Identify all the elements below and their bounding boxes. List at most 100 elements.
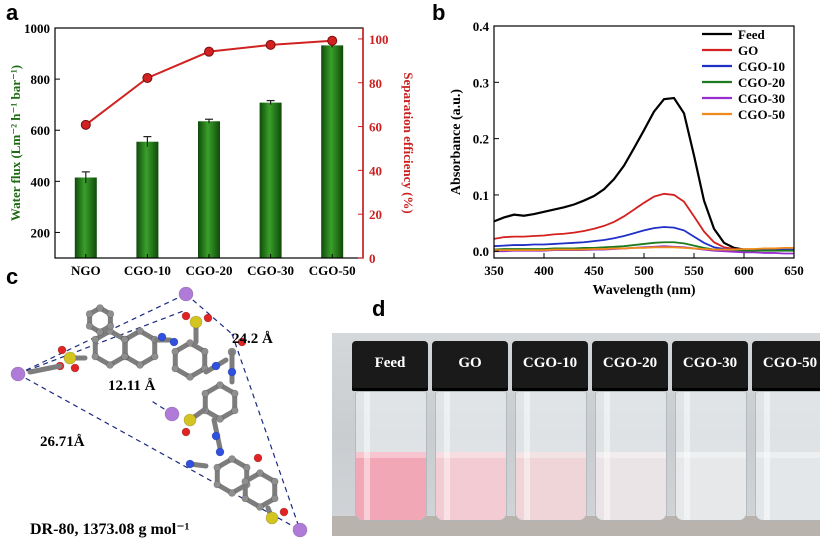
liquid-meniscus xyxy=(356,452,426,458)
distance-line xyxy=(231,333,301,531)
nitrogen-atom xyxy=(211,431,221,441)
carbon-atom xyxy=(216,381,224,389)
carbon-atom xyxy=(106,322,115,330)
carbon-atom xyxy=(201,389,210,398)
carbon-atom xyxy=(85,310,94,318)
sodium-atom xyxy=(164,406,180,422)
oxygen-atom xyxy=(279,507,289,517)
carbon-atom xyxy=(230,389,239,398)
carbon-atom xyxy=(241,477,250,486)
carbon-atom xyxy=(200,347,209,356)
distance-line xyxy=(185,293,233,335)
y2-tick-label: 20 xyxy=(369,207,382,222)
distance-label-26-71: 26.71Å xyxy=(40,434,85,450)
vial-cgo-10: CGO-10 xyxy=(512,341,588,526)
carbon-atom xyxy=(106,310,115,318)
flux-bar xyxy=(136,141,159,258)
carbon-atom xyxy=(120,335,129,344)
nitrogen-atom xyxy=(157,332,167,342)
oxygen-atom xyxy=(70,363,80,373)
absorbance-chart: 0.0 0.1 0.2 0.3 0.4 350 400 450 500 550 600 650 Wave… xyxy=(449,19,804,298)
nitrogen-atom xyxy=(169,337,179,347)
vial-cgo-50: CGO-50 xyxy=(752,341,820,526)
carbon-atom xyxy=(216,415,224,423)
vial-cgo-20: CGO-20 xyxy=(592,341,668,526)
carbon-atom xyxy=(136,361,144,369)
vial-liquid xyxy=(756,452,820,520)
x-tick-label: CGO-30 xyxy=(247,263,294,278)
vial-glass xyxy=(675,391,747,521)
vial-cap: CGO-20 xyxy=(592,341,668,391)
series-line-cgo-20 xyxy=(493,241,794,252)
x-tick-label: 450 xyxy=(584,263,604,278)
carbon-atom xyxy=(96,304,104,312)
sulfur-atom xyxy=(265,511,279,525)
vial-cap: GO xyxy=(432,341,508,391)
vial-liquid xyxy=(676,452,746,520)
x-tick-label: 650 xyxy=(784,263,804,278)
vials-photo: Feed GO CGO-10 CGO-20 CGO-30 CGO-50 xyxy=(332,333,820,536)
y-tick-label: 200 xyxy=(31,225,51,240)
vial-label: CGO-50 xyxy=(762,355,818,371)
sodium-atom xyxy=(292,522,308,538)
y-axis-title: Absorbance (a.u.) xyxy=(449,89,464,196)
carbon-atom xyxy=(241,494,250,503)
x-tick-label: CGO-50 xyxy=(309,263,356,278)
series-line-cgo-50 xyxy=(494,246,794,252)
oxygen-atom xyxy=(253,453,263,463)
carbon-atom xyxy=(136,327,144,335)
glass-highlight xyxy=(764,392,770,520)
flux-bar xyxy=(198,121,220,259)
carbon-atom xyxy=(91,335,100,344)
oxygen-atom xyxy=(237,337,247,347)
x-tick-label: 550 xyxy=(684,263,704,278)
vial-label: Feed xyxy=(374,355,406,371)
carbon-atom xyxy=(150,352,159,361)
vial-liquid xyxy=(516,452,586,520)
carbon-atom xyxy=(230,406,239,415)
nitrogen-atom xyxy=(215,447,225,457)
panel-label-b: b xyxy=(432,0,446,25)
distance-line xyxy=(17,309,187,375)
carbon-atom xyxy=(213,463,222,472)
oxygen-atom xyxy=(181,311,191,321)
legend-label: Feed xyxy=(738,27,765,42)
carbon-atom xyxy=(256,469,264,477)
x-tick-label: 600 xyxy=(734,263,754,278)
efficiency-point xyxy=(204,46,214,57)
carbon-atom xyxy=(171,347,180,356)
x-axis-title: Wavelength (nm) xyxy=(592,283,695,298)
carbon-atom xyxy=(242,463,251,472)
flux-efficiency-chart: 200 400 600 800 1000 0 20 40 60 80 100 NGO CGO-10 CGO… xyxy=(8,21,416,278)
legend-label: GO xyxy=(738,43,758,58)
y2-tick-label: 100 xyxy=(369,32,389,47)
carbon-atom xyxy=(186,339,194,347)
flux-bar xyxy=(74,177,97,258)
oxygen-atom xyxy=(203,313,213,323)
sulfur-atom xyxy=(189,315,203,329)
carbon-atom xyxy=(96,328,104,336)
efficiency-point xyxy=(80,119,91,130)
carbon-atom xyxy=(270,494,279,503)
efficiency-point xyxy=(265,39,276,50)
y-tick-label: 0.4 xyxy=(473,19,490,34)
glass-highlight xyxy=(684,392,690,520)
liquid-meniscus xyxy=(516,452,586,458)
x-tick-label: CGO-10 xyxy=(124,263,171,278)
x-tick-label: CGO-20 xyxy=(186,263,233,278)
vial-label: CGO-30 xyxy=(682,355,738,371)
vial-cap: CGO-30 xyxy=(672,341,748,391)
carbon-atom xyxy=(213,480,222,489)
liquid-meniscus xyxy=(436,452,506,458)
x-tick-label: NGO xyxy=(71,263,101,278)
vial-cap: CGO-50 xyxy=(752,341,820,391)
vial-glass xyxy=(355,391,427,521)
carbon-atom xyxy=(91,352,100,361)
vial-cap: CGO-10 xyxy=(512,341,588,391)
legend-label: CGO-10 xyxy=(738,59,785,74)
series-line-go xyxy=(493,192,794,252)
vial-liquid xyxy=(436,452,506,520)
vial-glass xyxy=(435,391,507,521)
vial-glass xyxy=(515,391,587,521)
efficiency-point xyxy=(142,72,153,83)
